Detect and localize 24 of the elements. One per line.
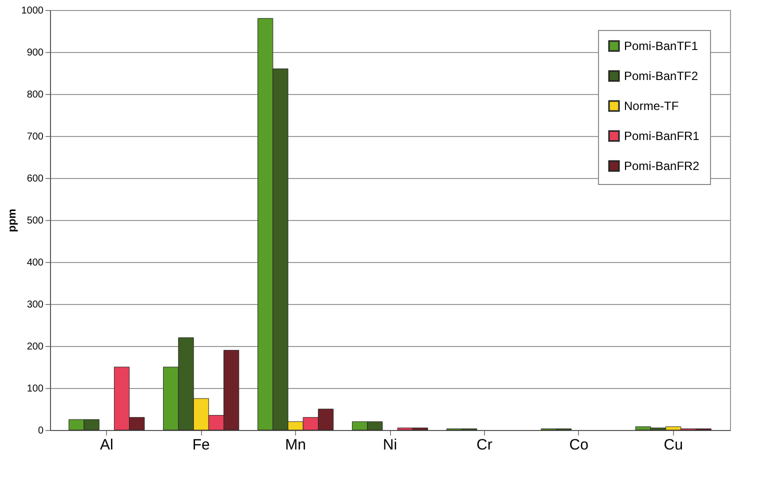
y-tick-label: 700 [26, 132, 44, 142]
y-tick-label: 500 [26, 216, 44, 226]
x-tick-label: Mn [285, 436, 306, 454]
x-tick-label: Al [100, 436, 114, 454]
y-tick-label: 100 [26, 384, 44, 394]
y-tick-label: 1000 [21, 6, 44, 16]
y-tick-label: 600 [26, 174, 44, 184]
legend-label: Norme-TF [624, 99, 679, 113]
x-tick-label: Cu [664, 436, 683, 454]
x-tick-label: Ni [382, 436, 398, 454]
legend-label: Pomi-BanFR1 [624, 129, 700, 143]
legend-label: Pomi-BanTF2 [624, 69, 698, 83]
y-tick-label: 800 [26, 90, 44, 100]
y-tick-label: 400 [26, 258, 44, 268]
y-tick-label: 0 [38, 426, 44, 436]
x-tick-label: Fe [192, 436, 210, 454]
x-tick-label: Cr [476, 436, 492, 454]
legend-label: Pomi-BanFR2 [624, 159, 700, 173]
y-axis-title: ppm [6, 208, 18, 232]
y-tick-label: 200 [26, 342, 44, 352]
legend-label: Pomi-BanTF1 [624, 39, 698, 53]
y-tick-label: 300 [26, 300, 44, 310]
x-tick-label: Co [569, 436, 588, 454]
y-tick-label: 900 [26, 48, 44, 58]
